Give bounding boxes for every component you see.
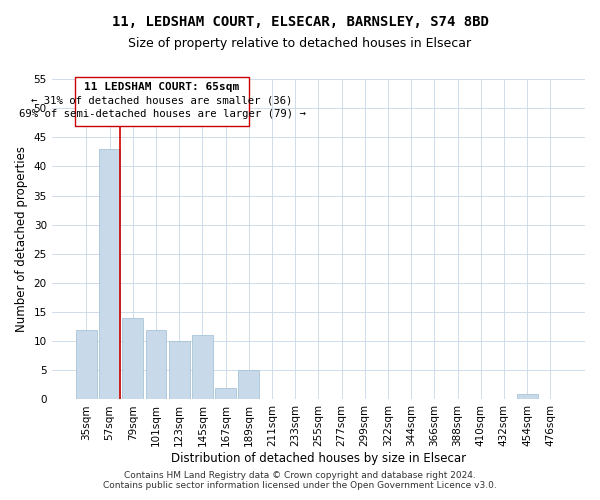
Bar [215, 388, 236, 400]
Text: 11 LEDSHAM COURT: 65sqm: 11 LEDSHAM COURT: 65sqm [85, 82, 239, 92]
FancyBboxPatch shape [75, 78, 249, 126]
Text: ← 31% of detached houses are smaller (36): ← 31% of detached houses are smaller (36… [31, 96, 293, 106]
Bar [517, 394, 538, 400]
Y-axis label: Number of detached properties: Number of detached properties [15, 146, 28, 332]
Bar [76, 330, 97, 400]
Text: 69% of semi-detached houses are larger (79) →: 69% of semi-detached houses are larger (… [19, 108, 305, 118]
Text: Size of property relative to detached houses in Elsecar: Size of property relative to detached ho… [128, 38, 472, 51]
Bar [169, 341, 190, 400]
Bar [146, 330, 166, 400]
Bar [99, 149, 120, 400]
Bar [238, 370, 259, 400]
X-axis label: Distribution of detached houses by size in Elsecar: Distribution of detached houses by size … [171, 452, 466, 465]
Bar [192, 336, 213, 400]
Text: 11, LEDSHAM COURT, ELSECAR, BARNSLEY, S74 8BD: 11, LEDSHAM COURT, ELSECAR, BARNSLEY, S7… [112, 15, 488, 29]
Text: Contains HM Land Registry data © Crown copyright and database right 2024.
Contai: Contains HM Land Registry data © Crown c… [103, 470, 497, 490]
Bar [122, 318, 143, 400]
